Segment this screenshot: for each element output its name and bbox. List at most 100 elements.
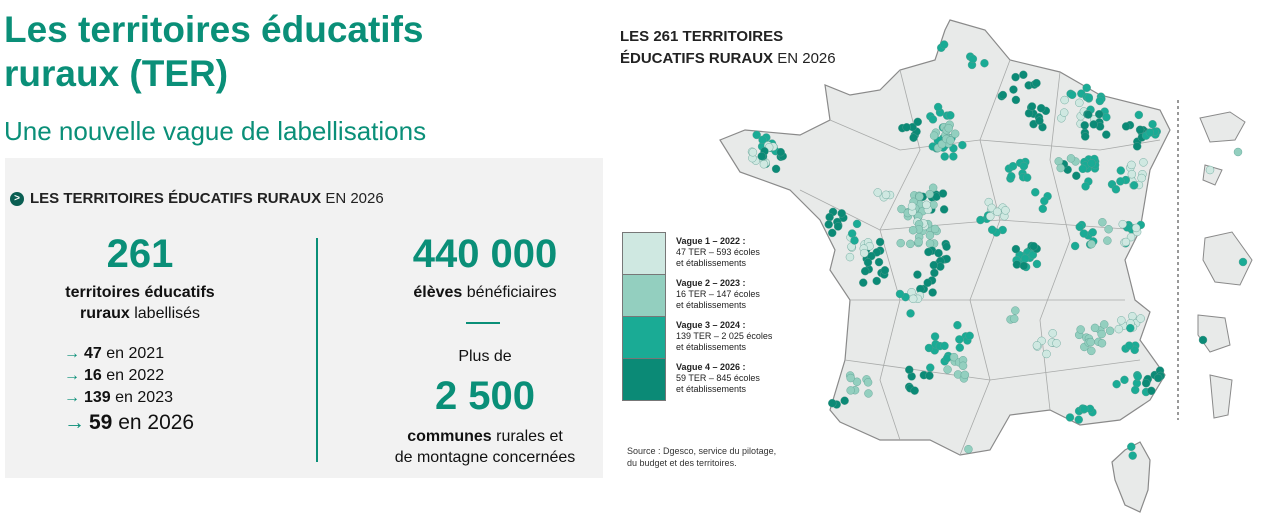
ter-dot xyxy=(1103,236,1112,245)
ter-dot xyxy=(940,152,949,161)
ter-dot xyxy=(1042,349,1051,359)
ter-dot xyxy=(968,54,978,64)
legend-swatch xyxy=(622,316,666,358)
ter-dot xyxy=(1127,160,1136,170)
source-line: du budget et des territoires. xyxy=(627,458,737,468)
ter-dot xyxy=(837,209,846,218)
map-title: LES 261 TERRITOIRES ÉDUCATIFS RURAUX EN … xyxy=(620,26,836,70)
ter-dot xyxy=(833,222,843,231)
ter-dot xyxy=(1118,219,1127,229)
ter-dot xyxy=(1095,96,1105,106)
ter-dot xyxy=(1078,164,1088,174)
ter-dot xyxy=(1011,95,1021,105)
legend-line: 59 TER – 845 écoles xyxy=(676,373,760,383)
ter-dot xyxy=(928,288,937,297)
ter-dot xyxy=(980,59,989,68)
ter-dot xyxy=(1139,158,1148,167)
ter-dot xyxy=(1117,316,1126,325)
ter-dot xyxy=(1131,385,1140,395)
ter-dot xyxy=(771,164,781,174)
ter-dot xyxy=(939,205,949,214)
ter-dots xyxy=(747,40,1248,460)
ter-dot xyxy=(1010,314,1019,323)
ter-dot xyxy=(1020,254,1030,263)
overseas xyxy=(1197,111,1253,419)
ter-dot xyxy=(949,152,958,161)
legend-text: Vague 2 – 2023 :16 TER – 147 écoles et ét… xyxy=(676,274,786,316)
ter-dot xyxy=(846,373,855,383)
ter-dot xyxy=(875,237,885,247)
ter-dot xyxy=(930,268,939,278)
corsica-outline xyxy=(1111,441,1151,513)
ter-dot xyxy=(1121,237,1131,247)
ter-dot xyxy=(1032,78,1041,88)
short-divider xyxy=(466,322,500,324)
ter-dot xyxy=(1147,386,1156,396)
map-title-bold: LES 261 TERRITOIRES xyxy=(620,28,784,45)
ter-dot xyxy=(1019,261,1029,271)
ter-dot xyxy=(1038,204,1048,213)
wave-item: → 139 en 2023 xyxy=(64,387,194,409)
legend-label: Vague 2 – 2023 : xyxy=(676,278,746,288)
ter-dot xyxy=(939,40,949,49)
arrow: → xyxy=(64,389,80,406)
ter-dot xyxy=(965,331,974,341)
ter-dot xyxy=(752,130,761,140)
label-bold: élèves xyxy=(413,284,463,301)
ter-dot xyxy=(1007,172,1016,181)
ter-dot xyxy=(986,212,995,221)
ter-dot xyxy=(1097,329,1106,339)
map-title-bold: ÉDUCATIFS RURAUX xyxy=(620,50,774,67)
ter-dot xyxy=(923,278,932,287)
ter-dot xyxy=(845,252,855,262)
source-line: Source : Dgesco, service du pilotage, xyxy=(627,446,777,456)
ter-dot xyxy=(859,278,868,287)
ter-dot xyxy=(850,236,859,245)
ter-dot xyxy=(1019,161,1029,171)
ter-dot xyxy=(1065,413,1075,422)
stat-value: 261 xyxy=(106,232,174,276)
ter-dot xyxy=(1127,442,1136,451)
ter-dot xyxy=(1032,259,1042,269)
ter-dot xyxy=(942,353,952,363)
ter-dot xyxy=(1067,90,1077,100)
ter-dot xyxy=(925,189,934,199)
ter-dot xyxy=(1121,122,1131,131)
ter-dot xyxy=(1066,154,1076,163)
panel-heading: > LES TERRITOIRES ÉDUCATIFS RURAUX EN 20… xyxy=(10,190,384,207)
ter-dot xyxy=(1126,323,1135,333)
ter-dot xyxy=(1094,110,1104,119)
ter-dot xyxy=(1019,70,1028,79)
ter-dot xyxy=(934,248,943,258)
ter-dot xyxy=(946,111,955,120)
ter-dot xyxy=(863,378,873,387)
ter-dot xyxy=(1097,339,1107,348)
wave-item: → 47 en 2021 xyxy=(64,343,194,365)
ter-dot xyxy=(1075,98,1084,108)
title-line: Les territoires éducatifs xyxy=(4,9,424,50)
label-text: labellisés xyxy=(134,305,201,322)
label-bold: ruraux xyxy=(79,305,130,322)
ter-dot xyxy=(1060,95,1069,105)
ter-dot xyxy=(924,247,933,257)
ter-dot xyxy=(1090,323,1100,333)
ter-dot xyxy=(930,332,940,341)
ter-dot xyxy=(828,398,837,408)
arrow: → xyxy=(64,411,85,434)
stat-prefix: Plus de xyxy=(458,348,512,365)
ter-dot xyxy=(998,90,1008,100)
divider xyxy=(316,238,318,462)
ter-dot xyxy=(1001,206,1010,215)
ter-dot xyxy=(1040,196,1049,206)
ter-dot xyxy=(1125,341,1134,350)
wave-text: en 2021 xyxy=(106,345,165,362)
ter-dot xyxy=(872,276,881,286)
label-text: bénéficiaires xyxy=(466,284,557,301)
ter-dot xyxy=(1116,177,1125,186)
ter-dot xyxy=(1087,346,1096,356)
ter-dot xyxy=(1131,223,1141,233)
ter-dot xyxy=(915,192,924,201)
ter-dot xyxy=(1079,229,1089,238)
ter-dot xyxy=(908,226,918,235)
ter-dot xyxy=(1028,250,1038,260)
